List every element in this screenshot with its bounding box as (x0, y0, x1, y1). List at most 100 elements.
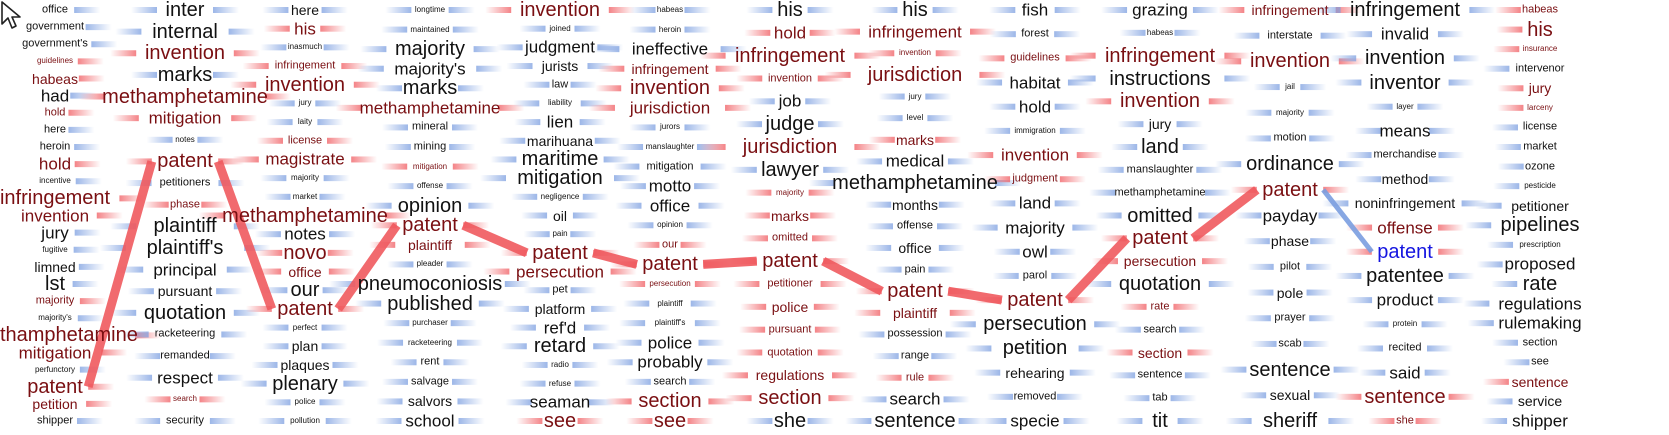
word-label[interactable]: omitted (1127, 204, 1193, 227)
word-label[interactable]: she (773, 410, 807, 432)
word-label[interactable]: here (290, 2, 320, 18)
word-label[interactable]: pursuant (768, 323, 812, 336)
word-label[interactable]: maritime (521, 148, 599, 171)
word-label[interactable]: patent (642, 253, 698, 276)
word-label[interactable]: petition (1002, 337, 1068, 360)
word-label[interactable]: pneumoconiosis (357, 273, 503, 295)
word-label[interactable]: lst (45, 273, 65, 295)
word-label[interactable]: notes (175, 134, 195, 144)
word-label[interactable]: plan (291, 338, 319, 355)
word-label[interactable]: infringement (868, 22, 962, 42)
word-label[interactable]: our (662, 238, 678, 251)
word-label[interactable]: patent (277, 297, 333, 320)
word-label[interactable]: purchaser (412, 318, 448, 328)
word-label[interactable]: quotation (143, 301, 227, 324)
word-label[interactable]: patent (887, 280, 943, 303)
word-label[interactable]: majority's (38, 313, 72, 323)
word-label[interactable]: see (543, 410, 577, 432)
word-label[interactable]: office (898, 239, 932, 256)
word-label[interactable]: section (638, 390, 702, 413)
word-label[interactable]: judge (765, 113, 815, 136)
word-label[interactable]: jurors (659, 122, 681, 132)
word-label[interactable]: salvors (407, 393, 453, 410)
word-label[interactable]: marks (770, 207, 810, 224)
word-label[interactable]: judgment (1012, 172, 1058, 185)
word-label[interactable]: pilot (1279, 260, 1301, 273)
word-label[interactable]: invention (20, 206, 90, 225)
word-label[interactable]: shipper (36, 414, 74, 427)
word-label[interactable]: lien (546, 112, 574, 132)
word-label[interactable]: invention (1119, 90, 1201, 113)
word-label[interactable]: range (900, 349, 930, 362)
word-label[interactable]: jury (298, 98, 312, 108)
word-label[interactable]: prayer (1274, 311, 1306, 324)
word-label[interactable]: ineffective (631, 39, 709, 59)
word-label[interactable]: majority (394, 38, 466, 61)
word-label[interactable]: possession (887, 327, 943, 340)
word-label[interactable]: had (40, 86, 70, 106)
word-label[interactable]: patent (1132, 227, 1188, 250)
word-label[interactable]: plaintiff (892, 304, 938, 321)
word-label[interactable]: probably (637, 352, 703, 372)
word-label[interactable]: refuse (548, 378, 572, 388)
word-label[interactable]: pain (552, 229, 568, 239)
word-label[interactable]: interstate (1267, 29, 1313, 42)
word-label[interactable]: patent (1262, 178, 1318, 201)
word-label[interactable]: pollution (290, 416, 320, 425)
word-label[interactable]: said (1389, 363, 1421, 383)
word-label[interactable]: see (1531, 355, 1549, 368)
word-label[interactable]: remanded (160, 349, 210, 362)
word-label[interactable]: infringement (0, 187, 111, 210)
word-label[interactable]: rehearing (1005, 364, 1065, 381)
word-label[interactable]: layer (1396, 101, 1414, 111)
word-label[interactable]: ozone (1525, 160, 1555, 173)
word-label[interactable]: plaintiff (407, 236, 453, 253)
word-label[interactable]: petition (32, 395, 78, 412)
word-label[interactable]: retard (533, 335, 587, 358)
word-label[interactable]: office (288, 263, 322, 280)
word-label[interactable]: rule (905, 371, 925, 384)
word-label[interactable]: pain (904, 263, 926, 276)
word-label[interactable]: marihuana (526, 132, 594, 149)
word-label[interactable]: opinion (657, 220, 683, 230)
word-label[interactable]: methamphetamine (1114, 186, 1206, 199)
word-label[interactable]: section (1137, 344, 1183, 361)
word-label[interactable]: search (653, 375, 687, 388)
word-label[interactable]: marks (895, 131, 935, 148)
word-label[interactable]: sentence (1511, 373, 1569, 390)
word-label[interactable]: service (1517, 393, 1563, 410)
word-label[interactable]: novo (283, 241, 327, 264)
word-label[interactable]: pet (552, 283, 568, 296)
word-label[interactable]: negligence (540, 191, 580, 201)
word-label[interactable]: jury (1528, 80, 1552, 97)
word-label[interactable]: plaques (280, 356, 330, 373)
word-label[interactable]: regulations (1498, 294, 1582, 314)
word-label[interactable]: job (778, 91, 802, 111)
word-label[interactable]: majority (775, 187, 805, 197)
word-label[interactable]: sentence (1364, 385, 1446, 408)
word-label[interactable]: intervenor (1515, 62, 1565, 75)
word-label[interactable]: plaintiff's (654, 318, 686, 328)
word-label[interactable]: habeas (32, 70, 78, 87)
word-label[interactable]: fugitive (42, 244, 68, 254)
word-label[interactable]: limned (34, 258, 76, 275)
word-label[interactable]: laity (297, 117, 313, 127)
word-label[interactable]: pipelines (1500, 214, 1580, 237)
word-label[interactable]: habeas (656, 5, 684, 14)
word-label[interactable]: sentence (874, 410, 956, 432)
word-label[interactable]: manslaughter (645, 142, 695, 151)
word-label[interactable]: mitigation (18, 343, 92, 362)
word-label[interactable]: rate (1522, 273, 1558, 295)
word-label[interactable]: forest (1021, 27, 1049, 40)
word-label[interactable]: means (1379, 121, 1431, 141)
word-label[interactable]: immigration (1014, 125, 1056, 135)
word-label[interactable]: patent (532, 241, 588, 264)
word-label[interactable]: majority (1275, 107, 1305, 117)
word-label[interactable]: inter (165, 0, 205, 21)
word-label[interactable]: sheriff (1262, 410, 1318, 432)
word-label[interactable]: notes (284, 224, 326, 244)
word-label[interactable]: habeas (1521, 3, 1559, 16)
word-label[interactable]: inventor (1369, 71, 1441, 94)
word-label[interactable]: principal (153, 260, 217, 280)
word-label[interactable]: police (771, 298, 809, 315)
